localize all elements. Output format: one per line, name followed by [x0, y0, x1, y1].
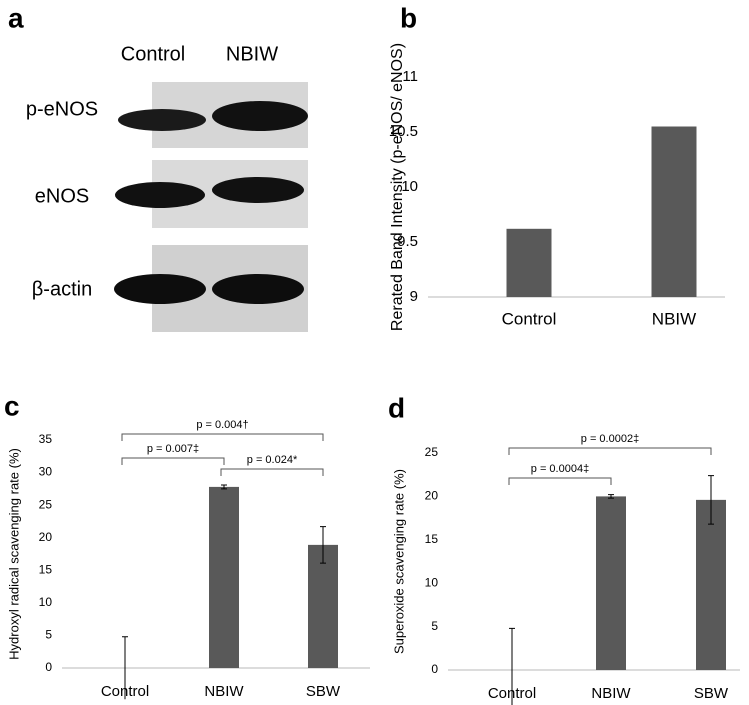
y-tick-label: 0 — [45, 660, 52, 674]
significance-bracket — [121, 457, 225, 465]
y-tick-label: 0 — [431, 662, 438, 676]
y-tick-label: 11 — [402, 68, 418, 85]
significance-bracket — [508, 477, 612, 485]
panel-letter: d — [388, 392, 405, 423]
error-bar — [509, 627, 515, 705]
p-value-label: p = 0.007‡ — [147, 443, 199, 455]
p-value-label: p = 0.0004‡ — [531, 463, 589, 475]
y-axis-label: Rerated Band Intensity (p-eNOS/ eNOS) — [389, 43, 406, 331]
p-value-label: p = 0.0002‡ — [581, 433, 639, 445]
bar — [308, 544, 338, 668]
y-tick-label: 25 — [425, 445, 439, 459]
y-tick-label: 20 — [425, 489, 439, 503]
y-tick-label: 25 — [39, 497, 53, 511]
significance-bracket — [508, 447, 712, 455]
x-tick-label: SBW — [306, 683, 341, 700]
column-label: NBIW — [226, 43, 278, 65]
y-tick-label: 10.5 — [389, 123, 418, 140]
y-tick-label: 15 — [425, 532, 439, 546]
error-bar — [122, 636, 128, 700]
band — [114, 274, 206, 304]
band — [118, 109, 206, 131]
bar — [209, 486, 239, 668]
p-value-label: p = 0.004† — [196, 419, 248, 431]
row-label: p-eNOS — [26, 98, 98, 120]
band — [212, 274, 304, 304]
band — [115, 182, 205, 208]
bar — [506, 228, 552, 297]
y-axis-label: Hydroxyl radical scavenging rate (%) — [6, 448, 21, 660]
panel-letter: c — [4, 390, 20, 421]
x-tick-label: Control — [502, 309, 557, 328]
p-value-label: p = 0.024* — [247, 454, 298, 466]
row-label: eNOS — [35, 185, 89, 207]
y-tick-label: 5 — [431, 619, 438, 633]
y-tick-label: 10 — [401, 178, 418, 195]
error-bar — [221, 484, 227, 490]
error-bar — [708, 475, 714, 525]
y-tick-label: 10 — [425, 575, 439, 589]
row-label: β-actin — [32, 278, 92, 300]
error-bar — [608, 494, 614, 499]
y-tick-label: 9 — [410, 288, 418, 305]
x-tick-label: NBIW — [652, 309, 696, 328]
significance-bracket — [220, 468, 324, 476]
panel-letter: b — [400, 2, 417, 33]
y-axis-label: Superoxide scavenging rate (%) — [391, 469, 406, 654]
y-tick-label: 9.5 — [397, 233, 418, 250]
y-tick-label: 30 — [39, 465, 53, 479]
y-tick-label: 35 — [39, 432, 53, 446]
panel-letter: a — [8, 2, 24, 33]
bar — [596, 496, 626, 670]
x-tick-label: SBW — [694, 685, 729, 702]
x-tick-label: NBIW — [591, 685, 631, 702]
error-bar — [320, 526, 326, 564]
x-tick-label: NBIW — [204, 683, 244, 700]
y-tick-label: 15 — [39, 562, 53, 576]
bar — [651, 126, 697, 297]
bar — [696, 499, 726, 670]
y-tick-label: 20 — [39, 530, 53, 544]
y-tick-label: 5 — [45, 628, 52, 642]
band — [212, 177, 304, 203]
band — [212, 101, 308, 131]
blot-panel: a Control NBIW p-eNOS eNOS β-actin — [8, 2, 308, 332]
y-tick-label: 10 — [39, 595, 53, 609]
significance-bracket — [121, 433, 324, 441]
column-label: Control — [121, 43, 185, 65]
